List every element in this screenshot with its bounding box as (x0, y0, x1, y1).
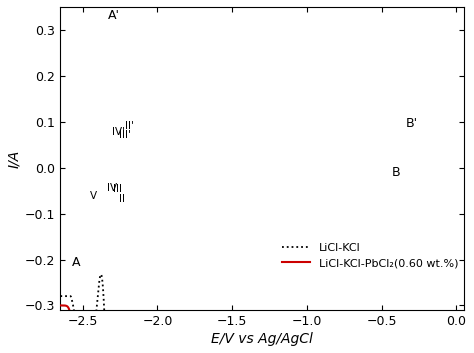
Text: III: III (113, 184, 122, 194)
Text: II: II (119, 195, 126, 204)
Text: III': III' (119, 130, 131, 140)
Line: LiCl-KCl: LiCl-KCl (60, 274, 464, 353)
LiCl-KCl-PbCl₂(0.60 wt.%) (57, 303, 63, 307)
Line: LiCl-KCl-PbCl₂(0.60 wt.%): LiCl-KCl-PbCl₂(0.60 wt.%) (60, 305, 464, 353)
Legend: LiCl-KCl, LiCl-KCl-PbCl₂(0.60 wt.%): LiCl-KCl, LiCl-KCl-PbCl₂(0.60 wt.%) (282, 243, 458, 268)
Text: IV': IV' (112, 127, 125, 137)
Y-axis label: I/A: I/A (7, 149, 21, 168)
Text: B': B' (406, 117, 418, 130)
X-axis label: E/V vs Ag/AgCl: E/V vs Ag/AgCl (211, 332, 313, 346)
LiCl-KCl (57, 294, 63, 298)
Text: A': A' (108, 8, 120, 22)
Text: B: B (392, 166, 401, 179)
Text: II': II' (125, 121, 134, 131)
Text: IV: IV (107, 183, 117, 193)
LiCl-KCl (98, 272, 104, 276)
Text: A: A (72, 256, 80, 269)
Text: V: V (90, 191, 97, 201)
